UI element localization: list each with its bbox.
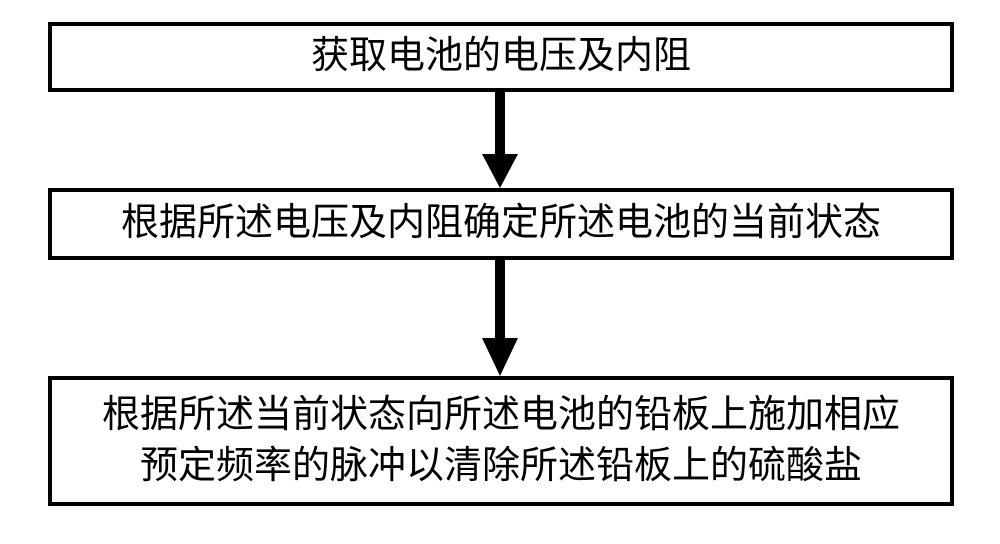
flowchart-step-2: 根据所述电压及内阻确定所述电池的当前状态: [48, 188, 954, 260]
arrow-1-head-icon: [482, 154, 518, 188]
arrow-2-head-icon: [482, 338, 518, 376]
flowchart-step-1-label: 获取电池的电压及内阻: [311, 34, 691, 80]
arrow-2-shaft: [495, 260, 505, 338]
flowchart-step-3-label: 根据所述当前状态向所述电池的铅板上施加相应 预定频率的脉冲以清除所述铅板上的硫酸…: [102, 390, 900, 493]
flowchart-canvas: 获取电池的电压及内阻 根据所述电压及内阻确定所述电池的当前状态 根据所述当前状态…: [0, 0, 1000, 544]
flowchart-step-3: 根据所述当前状态向所述电池的铅板上施加相应 预定频率的脉冲以清除所述铅板上的硫酸…: [48, 376, 954, 506]
flowchart-step-1: 获取电池的电压及内阻: [48, 22, 954, 92]
flowchart-step-2-label: 根据所述电压及内阻确定所述电池的当前状态: [121, 201, 881, 247]
arrow-1-shaft: [495, 92, 505, 154]
